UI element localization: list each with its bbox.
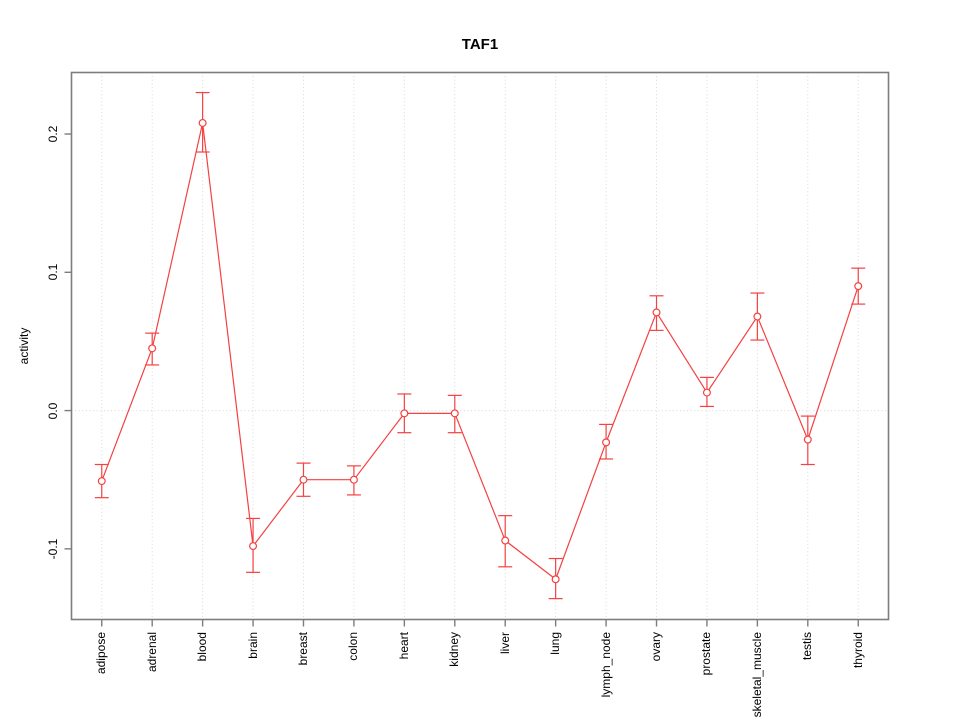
y-axis-title: activity bbox=[17, 327, 31, 365]
x-tick-label: brain bbox=[245, 632, 260, 659]
x-axis-ticks bbox=[101, 619, 859, 627]
x-tick-label: blood bbox=[195, 632, 210, 662]
x-tick-label: adipose bbox=[94, 632, 109, 675]
y-tick-label: 0.0 bbox=[46, 402, 60, 419]
gridlines bbox=[71, 72, 889, 620]
error-bars bbox=[94, 91, 866, 600]
x-tick-label: colon bbox=[346, 632, 361, 661]
y-tick-label: -0.1 bbox=[46, 538, 60, 560]
x-tick-label: lymph_node bbox=[598, 632, 613, 698]
x-tick-label: prostate bbox=[699, 632, 714, 676]
x-tick-label: lung bbox=[548, 632, 563, 655]
plot-frame bbox=[70, 71, 890, 621]
x-tick-label: testis bbox=[800, 632, 815, 661]
x-tick-label: breast bbox=[295, 632, 310, 666]
x-tick-label: heart bbox=[396, 632, 411, 660]
x-tick-label: liver bbox=[497, 632, 512, 655]
y-tick-label: 0.1 bbox=[46, 263, 60, 281]
series-line bbox=[101, 122, 859, 581]
x-tick-label: ovary bbox=[649, 632, 663, 662]
y-tick-label: 0.2 bbox=[46, 125, 60, 143]
series-markers bbox=[97, 118, 863, 584]
x-tick-label: skeletal_muscle bbox=[749, 632, 764, 718]
x-tick-label: thyroid bbox=[850, 632, 865, 669]
chart-title: TAF1 bbox=[461, 36, 499, 53]
x-tick-label: kidney bbox=[447, 632, 462, 667]
y-axis-ticks bbox=[64, 133, 72, 550]
x-tick-label: adrenal bbox=[144, 632, 159, 673]
